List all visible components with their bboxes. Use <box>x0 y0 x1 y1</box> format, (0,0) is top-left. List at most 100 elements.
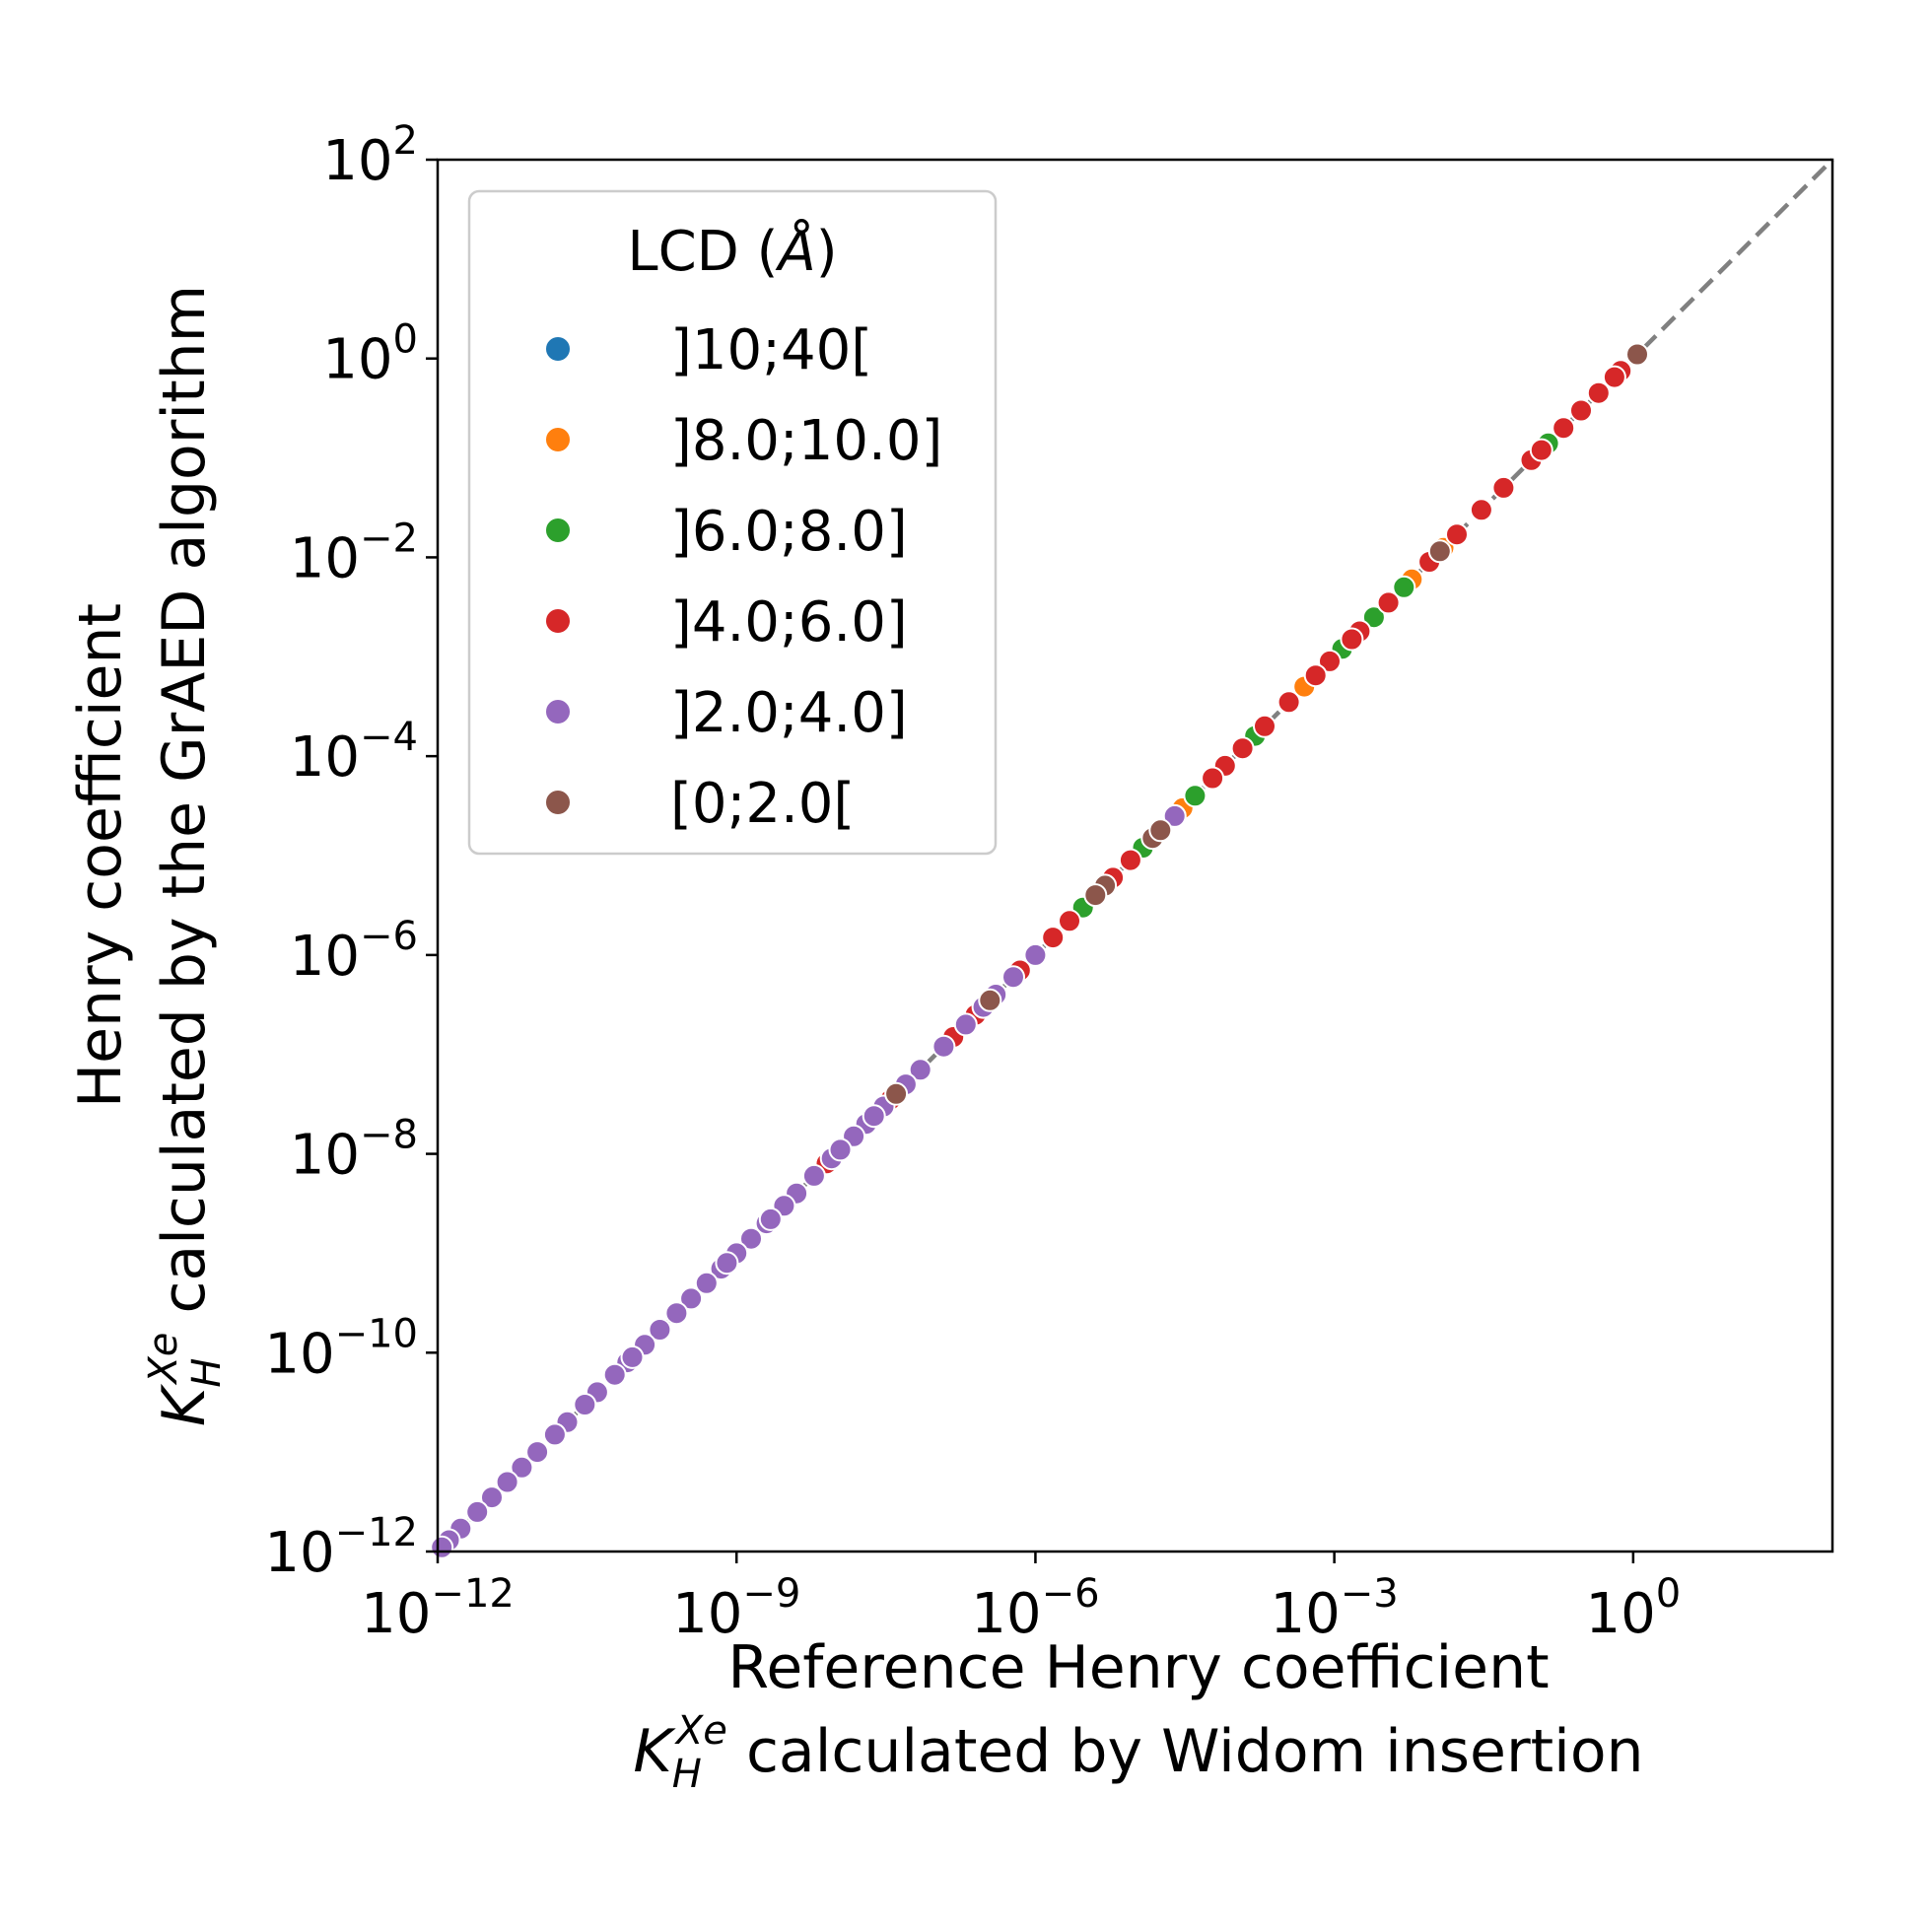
data-point <box>884 1081 909 1106</box>
legend-box <box>467 189 998 856</box>
data-point <box>510 1455 534 1480</box>
data-point <box>1361 605 1386 630</box>
data-point <box>932 1034 956 1059</box>
legend-entry: ]8.0;10.0] <box>544 409 942 473</box>
y-tick-label: 100 <box>322 317 418 392</box>
data-point <box>1201 766 1225 791</box>
data-point <box>1148 818 1173 843</box>
data-point <box>1318 649 1342 673</box>
legend-entry: ]2.0;4.0] <box>544 681 908 745</box>
data-point <box>1276 690 1301 715</box>
x-axis-label-rest: calculated by Widom insertion <box>727 1717 1644 1786</box>
x-axis-label: Reference Henry coefficient KHXe calcula… <box>633 1633 1643 1797</box>
y-tick-label: 10−2 <box>290 516 418 590</box>
legend-entry: ]4.0;6.0] <box>544 590 908 655</box>
legend-title-unit: Å <box>775 219 815 284</box>
data-point <box>664 1301 689 1326</box>
legend-label: [0;2.0[ <box>670 772 855 836</box>
legend-entries: ]10;40[ ]8.0;10.0] ]6.0;8.0] ]4.0;6.0] ]2.0;… <box>544 318 942 836</box>
data-point <box>430 1535 454 1559</box>
data-point <box>1392 575 1416 599</box>
legend-entry: ]6.0;8.0] <box>544 500 908 564</box>
data-point <box>495 1470 519 1494</box>
series-5 <box>884 342 1649 1106</box>
data-point <box>602 1362 627 1387</box>
y-tick-label: 10−4 <box>290 715 418 790</box>
data-point <box>1253 714 1276 738</box>
data-point <box>1445 522 1469 547</box>
series-4 <box>430 803 1187 1559</box>
y-axis-label: Henry coefficient KHXe calculated by the… <box>66 285 230 1426</box>
legend-marker <box>544 517 572 544</box>
data-point <box>480 1485 504 1510</box>
data-point <box>828 1138 853 1162</box>
y-tick-label: 10−10 <box>264 1311 418 1386</box>
legend-title-prefix: LCD ( <box>627 220 778 284</box>
legend-label: ]4.0;6.0] <box>670 590 908 655</box>
y-tick-label: 10−12 <box>264 1510 418 1585</box>
legend-marker <box>544 426 572 453</box>
data-point <box>862 1104 886 1129</box>
legend-marker <box>544 698 572 725</box>
data-point <box>525 1440 550 1465</box>
plot-area-frame <box>436 158 1834 1553</box>
legend-label: ]6.0;8.0] <box>670 500 908 564</box>
data-point <box>1625 342 1649 367</box>
data-points-layer <box>430 342 1649 1559</box>
legend-title: LCD (Å) <box>627 219 837 284</box>
x-axis-label-subscript: H <box>672 1752 702 1797</box>
y-axis-label-rest: calculated by the GrAED algorithm <box>150 285 219 1333</box>
legend-label: ]8.0;10.0] <box>670 409 942 473</box>
data-point <box>1041 926 1066 950</box>
x-tick-label: 10−6 <box>971 1571 1099 1646</box>
x-axis-label-line2: KHXe calculated by Widom insertion <box>633 1708 1643 1797</box>
legend-marker <box>544 335 572 363</box>
data-point <box>1162 803 1187 828</box>
y-axis-label-symbol: K <box>150 1383 219 1426</box>
data-point <box>978 988 1002 1012</box>
x-tick-label: 100 <box>1585 1571 1681 1646</box>
x-axis-ticks: 10−12 10−9 10−6 10−3 100 <box>361 1552 1681 1646</box>
data-point <box>1023 942 1048 967</box>
legend-entry: [0;2.0[ <box>544 772 855 836</box>
data-point <box>908 1058 932 1082</box>
data-point <box>694 1271 719 1295</box>
data-point <box>542 1422 567 1447</box>
data-point <box>739 1226 763 1251</box>
data-point <box>1083 883 1108 908</box>
x-axis-label-symbol: K <box>633 1717 676 1786</box>
x-tick-label: 10−12 <box>361 1571 515 1646</box>
data-point <box>1376 590 1401 615</box>
data-point <box>679 1286 704 1311</box>
legend-entry: ]10;40[ <box>544 318 872 382</box>
y-axis-label-superscript: Xe <box>141 1333 186 1386</box>
data-point <box>1491 475 1516 500</box>
x-axis-label-superscript: Xe <box>674 1708 727 1754</box>
y-axis-label-subscript: H <box>184 1358 230 1388</box>
data-point <box>953 1012 978 1037</box>
data-point <box>648 1318 672 1342</box>
x-tick-label: 10−3 <box>1271 1571 1399 1646</box>
data-point <box>1569 398 1593 423</box>
y-tick-label: 102 <box>322 118 418 193</box>
y-tick-label: 10−6 <box>290 914 418 989</box>
data-point <box>573 1393 597 1416</box>
data-point <box>1183 784 1208 808</box>
data-point <box>465 1499 490 1524</box>
legend-marker <box>544 607 572 635</box>
data-point <box>1552 416 1576 441</box>
data-point <box>715 1251 739 1276</box>
data-point <box>1001 965 1025 990</box>
data-point <box>620 1345 645 1369</box>
x-tick-label: 10−9 <box>672 1571 800 1646</box>
data-point <box>1058 909 1081 933</box>
y-axis-label-line2: KHXe calculated by the GrAED algorithm <box>141 285 230 1426</box>
data-point <box>758 1207 783 1231</box>
y-tick-label: 10−8 <box>290 1113 418 1188</box>
data-point <box>1118 848 1142 872</box>
data-point <box>1602 365 1626 389</box>
x-axis-label-line1: Reference Henry coefficient <box>727 1633 1549 1702</box>
legend: LCD (Å) ]10;40[ ]8.0;10.0] ]6.0;8.0] ]4.0;6… <box>467 189 998 856</box>
data-point <box>1529 438 1553 462</box>
